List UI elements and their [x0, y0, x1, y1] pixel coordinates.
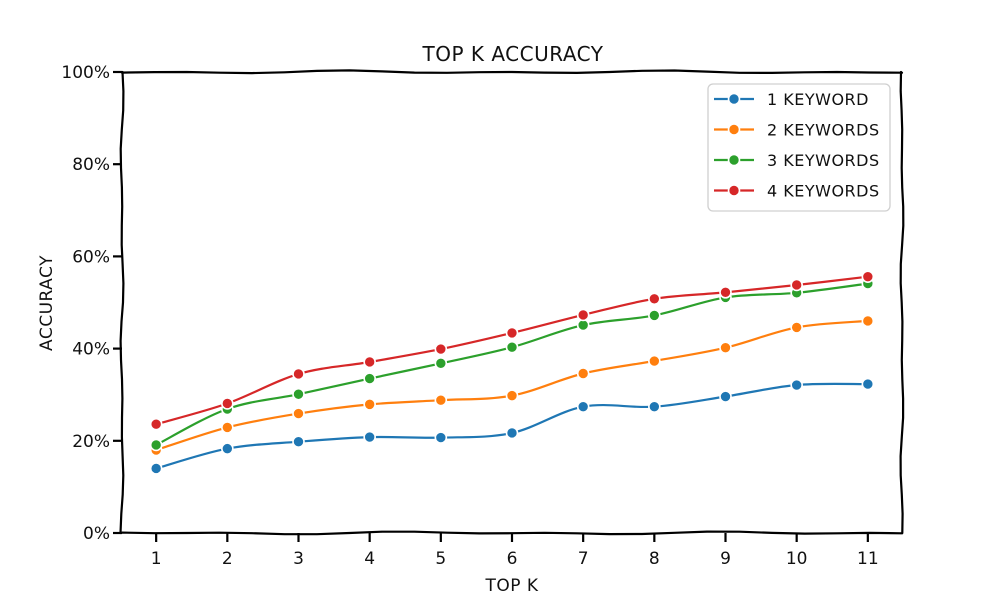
- data-point: [363, 430, 376, 444]
- data-point: [648, 292, 661, 306]
- x-tick-label: 10: [786, 549, 808, 569]
- x-tick-label: 1: [151, 549, 162, 569]
- data-point: [434, 342, 448, 356]
- y-tick-label: 0%: [83, 524, 110, 544]
- series-4: [149, 270, 875, 431]
- legend-marker: [727, 123, 741, 136]
- x-axis-title: TOP K: [484, 576, 538, 596]
- legend-box: [707, 83, 891, 212]
- legend-item: 3 KEYWORDS: [714, 151, 880, 170]
- y-tick-label: 40%: [72, 340, 110, 360]
- data-point: [221, 421, 234, 434]
- legend-item: 1 KEYWORD: [714, 90, 869, 109]
- data-point: [790, 278, 803, 292]
- y-axis-title: ACCURACY: [37, 255, 57, 351]
- data-point: [221, 397, 234, 410]
- data-point: [790, 378, 803, 392]
- chart-title: TOP K ACCURACY: [422, 42, 604, 66]
- data-point: [790, 321, 803, 334]
- legend-label: 1 KEYWORD: [767, 90, 869, 109]
- y-tick-label: 100%: [61, 63, 110, 83]
- data-point: [221, 442, 234, 455]
- x-tick-label: 11: [857, 549, 879, 569]
- data-point: [292, 387, 305, 401]
- legend-marker: [727, 153, 741, 167]
- data-point: [861, 377, 875, 391]
- data-point: [505, 389, 519, 402]
- x-tick-label: 8: [649, 549, 660, 569]
- data-point: [363, 355, 376, 369]
- data-point: [719, 390, 732, 403]
- x-tick-label: 9: [720, 549, 731, 569]
- data-point: [861, 270, 875, 283]
- data-point: [363, 398, 376, 411]
- data-point: [292, 367, 305, 381]
- legend-item: 2 KEYWORDS: [714, 121, 880, 140]
- legend-item: 4 KEYWORDS: [714, 182, 880, 201]
- data-point: [292, 435, 305, 449]
- legend-label: 4 KEYWORDS: [767, 182, 880, 201]
- x-tick-label: 3: [293, 549, 304, 569]
- data-point: [576, 367, 590, 380]
- legend-marker: [727, 92, 741, 106]
- y-tick-label: 80%: [72, 155, 110, 175]
- y-tick-label: 20%: [72, 432, 110, 452]
- data-point: [149, 438, 163, 452]
- legend-label: 3 KEYWORDS: [767, 151, 880, 170]
- x-tick-label: 7: [578, 549, 589, 569]
- data-point: [434, 431, 448, 444]
- series-2: [149, 314, 875, 457]
- data-point: [363, 372, 376, 385]
- data-point: [861, 314, 875, 328]
- data-point: [648, 400, 661, 413]
- x-tick-label: 2: [222, 549, 233, 569]
- y-tick-label: 60%: [72, 247, 110, 267]
- data-point: [719, 286, 732, 299]
- data-point: [648, 354, 661, 368]
- data-point: [505, 426, 519, 440]
- series-3: [149, 277, 875, 452]
- data-point: [434, 357, 448, 370]
- data-point: [149, 462, 163, 475]
- data-point: [292, 407, 305, 420]
- x-tick-label: 5: [435, 549, 446, 569]
- axis-frame-right: [899, 70, 905, 535]
- data-point: [719, 341, 732, 354]
- data-point: [505, 326, 519, 340]
- data-point: [648, 309, 661, 322]
- data-point: [576, 400, 590, 413]
- axis-frame-top: [120, 69, 904, 75]
- legend: 1 KEYWORD 2 KEYWORDS 3 KEYWORDS 4 KEYWORDS: [707, 83, 891, 212]
- x-tick-label: 4: [364, 549, 375, 569]
- data-point: [149, 417, 163, 431]
- data-point: [505, 340, 519, 354]
- axis-frame-left: [119, 70, 125, 535]
- data-point: [434, 393, 448, 407]
- legend-label: 2 KEYWORDS: [767, 121, 880, 140]
- legend-marker: [727, 184, 741, 197]
- x-tick-label: 6: [507, 549, 518, 569]
- data-point: [576, 308, 590, 322]
- series-1: [149, 377, 875, 475]
